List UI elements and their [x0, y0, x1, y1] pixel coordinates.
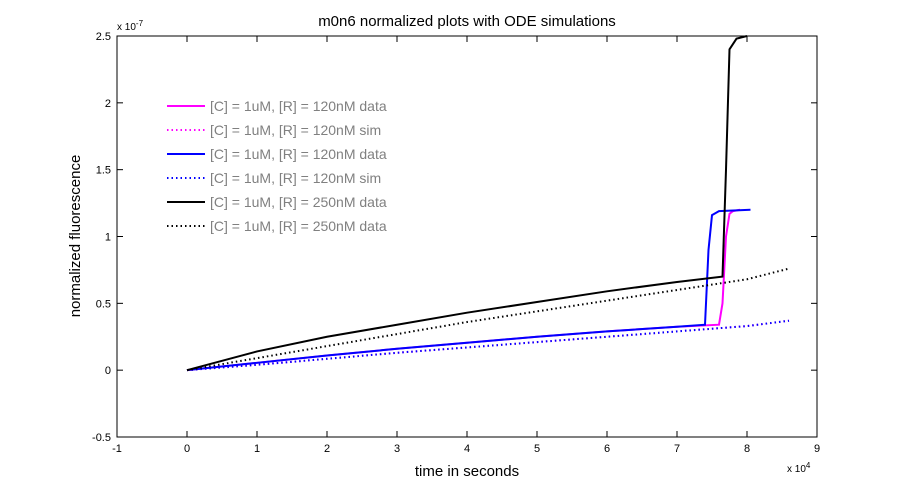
y-multiplier: x 10-7 [117, 19, 144, 33]
line [186, 35, 748, 372]
x-tick-label: 8 [744, 443, 750, 455]
x-tick-label: -1 [112, 443, 122, 455]
x-tick-label: 1 [254, 443, 260, 455]
legend-label: [C] = 1uM, [R] = 250nM data [210, 194, 387, 210]
x-multiplier: x 104 [787, 461, 811, 475]
y-tick-label: 2 [105, 98, 111, 110]
x-tick-label: 9 [814, 443, 820, 455]
y-multiplier-base: x 10 [117, 22, 136, 33]
chart-title: m0n6 normalized plots with ODE simulatio… [318, 13, 616, 30]
x-tick-label: 6 [604, 443, 610, 455]
legend-label: [C] = 1uM, [R] = 120nM data [210, 146, 387, 162]
y-multiplier-exponent: -7 [136, 19, 144, 28]
legend-label: [C] = 1uM, [R] = 120nM sim [210, 122, 381, 138]
x-tick-label: 5 [534, 443, 540, 455]
legend-label: [C] = 1uM, [R] = 250nM data [210, 218, 387, 234]
x-axis-label: time in seconds [415, 463, 519, 480]
line [186, 208, 751, 372]
x-multiplier-base: x 10 [787, 464, 806, 475]
y-tick-label: 0.5 [96, 298, 111, 310]
x-tick-label: 3 [394, 443, 400, 455]
legend-label: [C] = 1uM, [R] = 120nM data [210, 98, 387, 114]
y-tick-label: 1 [105, 232, 111, 244]
y-tick-label: 1.5 [96, 165, 111, 177]
line [186, 319, 790, 372]
x-tick-label: 7 [674, 443, 680, 455]
y-tick-label: 0 [105, 365, 111, 377]
x-tick-label: 4 [464, 443, 470, 455]
x-multiplier-exponent: 4 [806, 461, 811, 470]
x-tick-label: 0 [184, 443, 190, 455]
legend-label: [C] = 1uM, [R] = 120nM sim [210, 170, 381, 186]
y-tick-label: -0.5 [92, 432, 111, 444]
x-tick-label: 2 [324, 443, 330, 455]
y-tick-label: 2.5 [96, 31, 111, 43]
y-axis-label: normalized fluorescence [67, 155, 84, 318]
line [186, 267, 790, 372]
